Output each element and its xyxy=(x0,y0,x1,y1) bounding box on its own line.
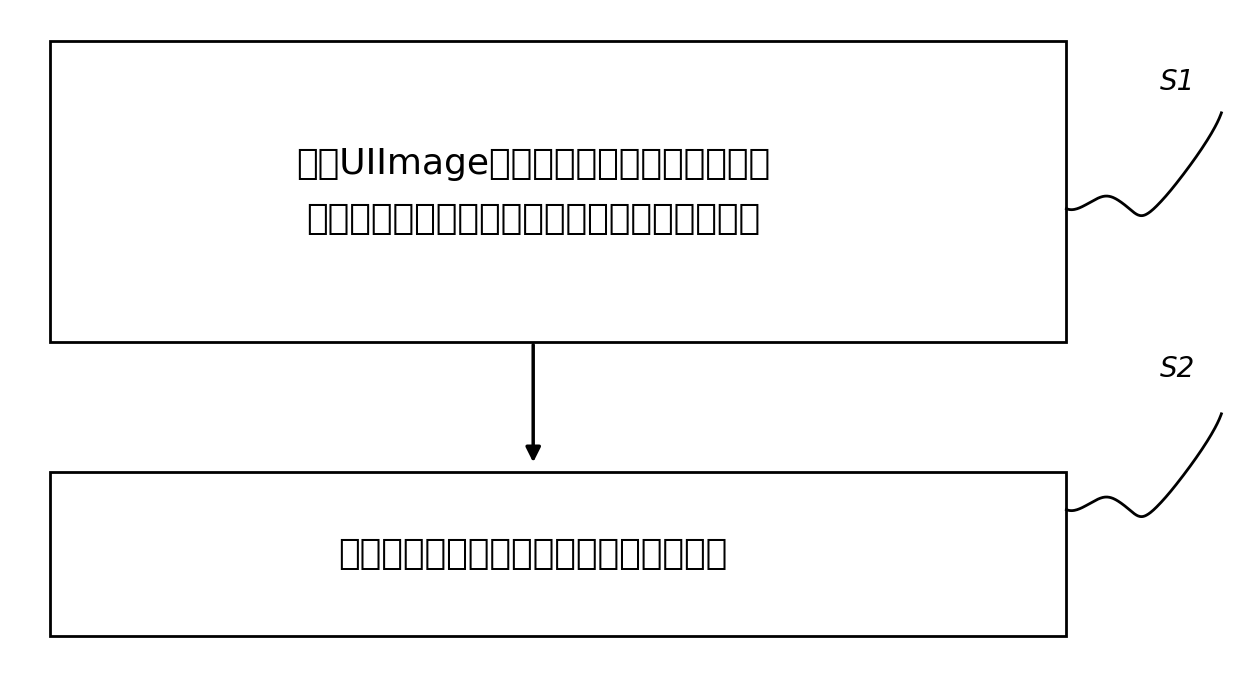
FancyBboxPatch shape xyxy=(50,41,1066,342)
Text: 创建UIImage工具类并绘制中心镁空图案为
圆角矩形的矩形图片，并将其缓存在系统文件中: 创建UIImage工具类并绘制中心镁空图案为 圆角矩形的矩形图片，并将其缓存在系… xyxy=(296,147,770,236)
Text: S1: S1 xyxy=(1159,68,1194,96)
Text: 调用所述矩形图片覆盖在目标控件的上层: 调用所述矩形图片覆盖在目标控件的上层 xyxy=(339,537,728,571)
FancyBboxPatch shape xyxy=(50,472,1066,636)
Text: S2: S2 xyxy=(1159,356,1194,383)
